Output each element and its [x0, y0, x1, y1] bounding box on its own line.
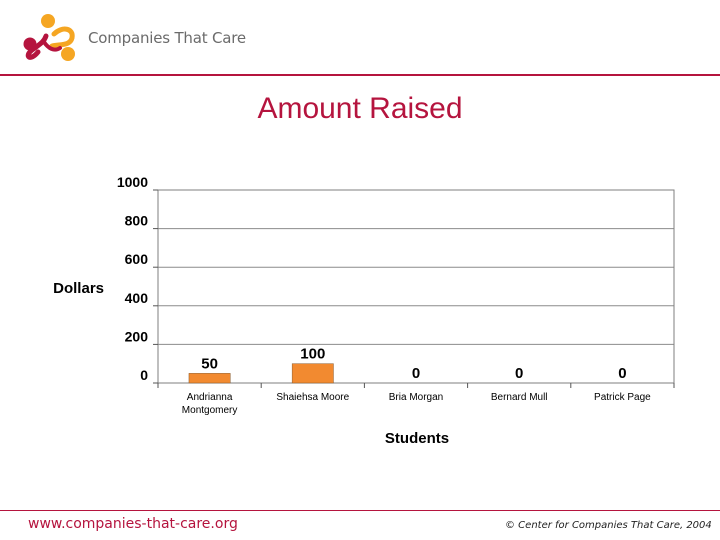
logo-swirl-right [49, 26, 75, 49]
logo-swirl-center [42, 40, 62, 52]
x-tick-label: Patrick Page [594, 392, 651, 403]
data-label: 100 [300, 346, 325, 363]
logo-dot-top [41, 14, 55, 28]
y-tick-label: 1000 [117, 174, 148, 190]
copyright-notice: © Center for Companies That Care, 2004 [505, 520, 712, 531]
website-link[interactable]: www.companies-that-care.org [28, 516, 238, 532]
x-tick-label: Bernard Mull [491, 392, 548, 403]
x-tick-label: Shaiehsa Moore [276, 392, 349, 403]
data-label: 0 [412, 365, 420, 382]
grid-layer [158, 189, 674, 345]
y-axis-label: Dollars [53, 280, 104, 297]
x-axis-ticks: Andrianna Montgomery Shaiehsa Moore Bria Mo… [157, 383, 675, 416]
header-divider [0, 74, 720, 76]
bar-1 [291, 363, 334, 384]
x-tick-label: Andrianna Montgomery [182, 392, 238, 416]
y-axis-ticks: 0 200 400 600 800 1000 [117, 174, 158, 384]
y-tick-label: 200 [125, 328, 149, 344]
y-tick-label: 800 [125, 213, 149, 229]
data-label: 50 [201, 355, 218, 372]
data-label: 0 [515, 365, 523, 382]
data-label: 0 [618, 365, 626, 382]
x-axis-label: Students [385, 430, 449, 447]
bars [188, 363, 334, 384]
bar-0 [188, 373, 231, 384]
y-tick-label: 0 [140, 367, 148, 383]
plot-area-border [157, 189, 675, 384]
y-tick-label: 600 [125, 251, 149, 267]
companies-that-care-logo [23, 14, 75, 61]
slide-title: Amount Raised [257, 92, 463, 125]
footer-divider [0, 510, 720, 511]
y-tick-label: 400 [125, 290, 149, 306]
x-tick-label: Bria Morgan [389, 392, 443, 403]
data-labels: 50 100 0 0 0 [201, 346, 626, 382]
logo-dot-right [61, 47, 75, 61]
brand-name: Companies That Care [88, 29, 246, 47]
